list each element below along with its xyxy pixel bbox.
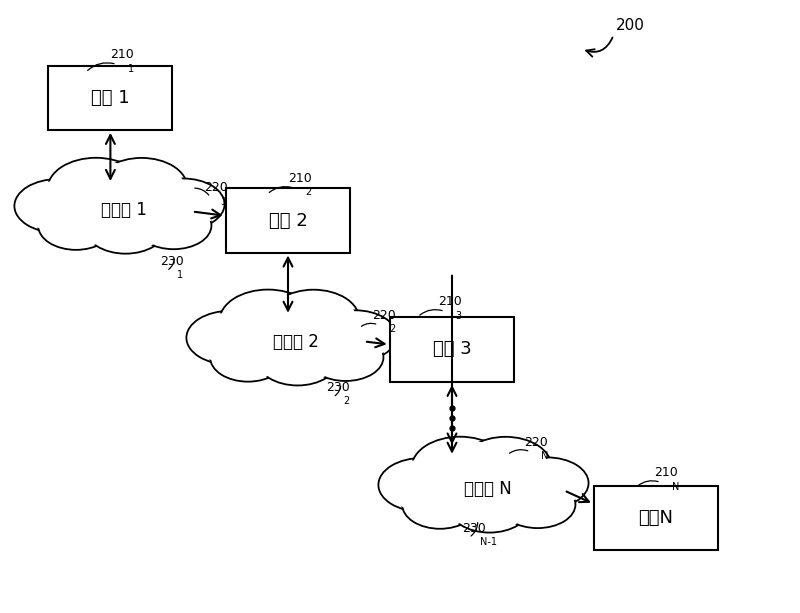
Ellipse shape [412,470,564,505]
Text: 210: 210 [110,48,134,61]
Ellipse shape [210,333,286,382]
Ellipse shape [142,178,225,230]
Ellipse shape [509,459,586,507]
Text: 230: 230 [326,381,350,394]
Text: N-1: N-1 [480,537,497,547]
Text: 上下文 N: 上下文 N [464,480,512,498]
Ellipse shape [411,436,509,499]
Ellipse shape [317,312,394,360]
Text: 210: 210 [654,466,678,479]
Ellipse shape [85,202,166,254]
Ellipse shape [506,457,589,509]
Text: N: N [672,482,679,492]
Ellipse shape [18,181,99,231]
Ellipse shape [314,310,397,362]
Ellipse shape [51,160,141,218]
Ellipse shape [48,191,200,226]
Text: 2: 2 [390,324,395,334]
Text: 200: 200 [616,18,645,33]
Text: 2: 2 [306,188,311,197]
Text: 230: 230 [160,255,184,268]
Ellipse shape [415,439,505,497]
Text: 1: 1 [222,197,227,207]
Ellipse shape [38,201,114,250]
Ellipse shape [99,160,184,215]
Ellipse shape [14,179,102,233]
Ellipse shape [260,336,335,384]
Text: 目标N: 目标N [638,509,674,527]
Ellipse shape [48,158,145,220]
Ellipse shape [268,290,359,349]
Ellipse shape [308,333,383,381]
FancyBboxPatch shape [226,189,350,253]
Ellipse shape [500,481,575,528]
Ellipse shape [463,439,548,494]
Text: 上下文 2: 上下文 2 [273,333,319,351]
Text: 目标 3: 目标 3 [433,340,471,359]
Text: 210: 210 [438,295,462,308]
Ellipse shape [223,292,313,349]
Ellipse shape [138,204,209,248]
Text: 目标 1: 目标 1 [91,89,130,107]
Text: 1: 1 [178,270,183,280]
Text: 3: 3 [456,311,462,321]
Text: 220: 220 [524,436,548,449]
Ellipse shape [96,158,187,217]
Ellipse shape [190,313,271,363]
Ellipse shape [136,202,211,249]
Text: 210: 210 [288,172,312,185]
Ellipse shape [405,482,475,527]
Ellipse shape [186,311,274,365]
Text: 2: 2 [344,397,350,406]
Ellipse shape [220,322,372,358]
Ellipse shape [382,460,463,510]
Ellipse shape [452,483,527,531]
Text: 目标 2: 目标 2 [269,211,307,230]
Text: 上下文 1: 上下文 1 [101,201,147,219]
Ellipse shape [449,481,530,533]
Ellipse shape [219,289,316,352]
Ellipse shape [145,180,222,228]
Ellipse shape [41,203,111,248]
FancyBboxPatch shape [390,318,514,381]
Ellipse shape [310,335,381,379]
Ellipse shape [502,482,573,527]
Text: N: N [542,451,549,461]
Text: 1: 1 [128,64,134,74]
Ellipse shape [460,437,551,496]
Text: 220: 220 [204,181,228,194]
Text: 230: 230 [462,522,486,535]
FancyBboxPatch shape [594,485,718,550]
Ellipse shape [257,334,338,386]
Ellipse shape [271,292,356,347]
FancyBboxPatch shape [49,66,173,130]
Ellipse shape [378,458,466,512]
Ellipse shape [88,204,163,252]
Text: 220: 220 [372,309,396,322]
Ellipse shape [402,480,478,529]
Ellipse shape [213,335,283,380]
